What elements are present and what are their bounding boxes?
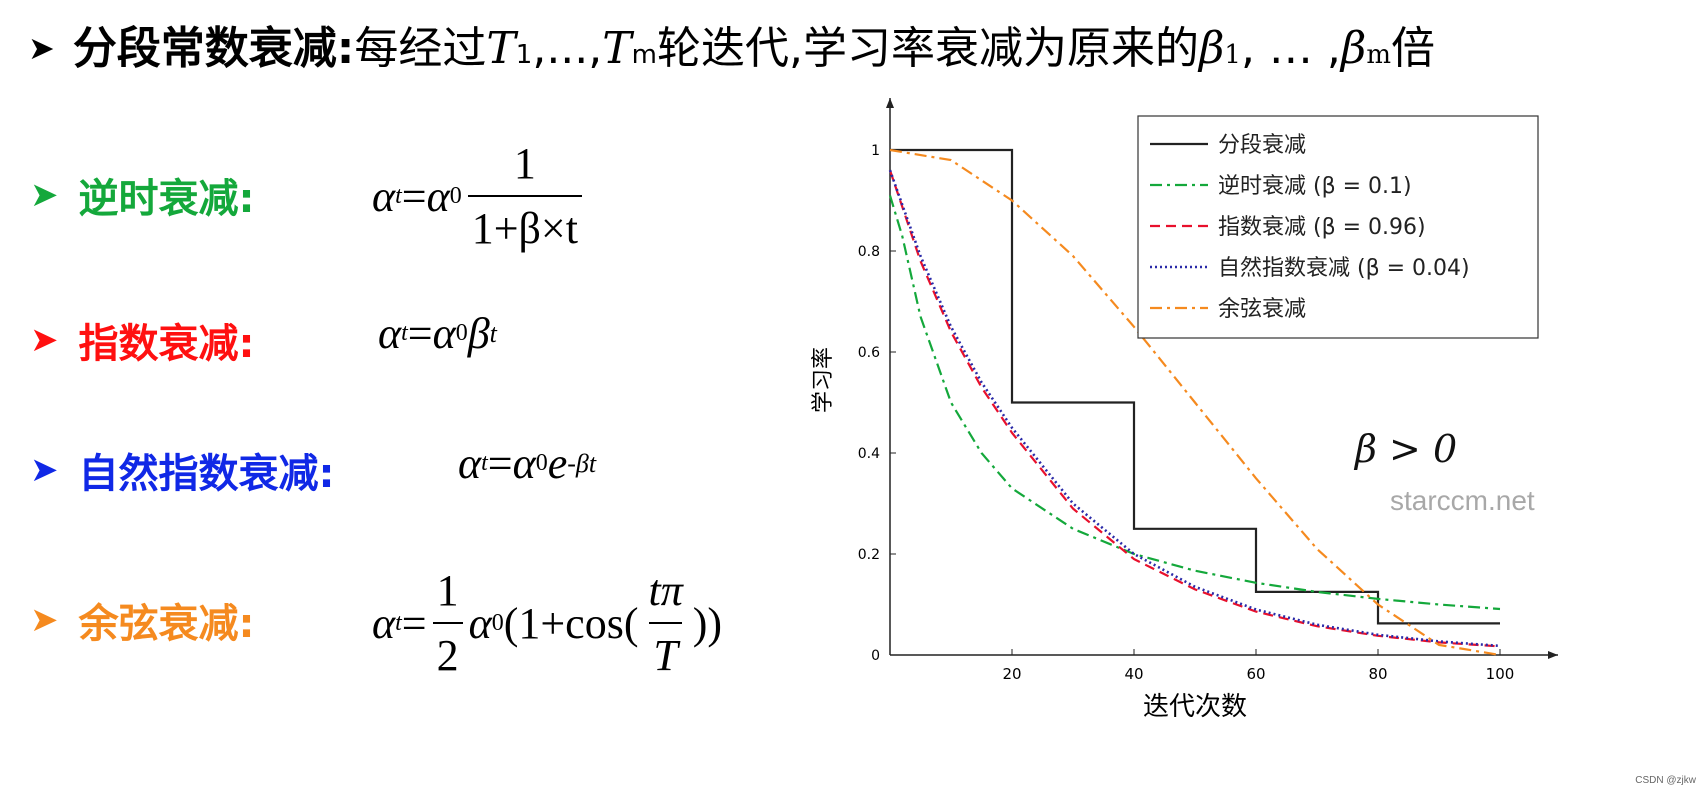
- y-axis-arrow-icon: [886, 98, 894, 108]
- open-paren-cos: (1+cos(: [503, 598, 639, 648]
- header-T1-sub: 1: [515, 40, 533, 70]
- alpha-symbol: α: [372, 171, 396, 221]
- sub-zero: 0: [535, 450, 548, 476]
- numerator: 1: [436, 566, 459, 615]
- header-T1: T: [486, 23, 516, 74]
- legend-label: 分段衰减: [1218, 133, 1306, 158]
- sub-t: t: [395, 182, 402, 209]
- tpi-fraction: tπ T: [645, 565, 687, 681]
- legend-label: 指数衰减 (β = 0.96): [1218, 215, 1426, 240]
- x-axis-label: 迭代次数: [1143, 692, 1247, 722]
- y-tick-label: 0: [871, 648, 880, 664]
- y-tick-label: 0.4: [858, 446, 880, 462]
- bullet-arrow-icon: ➤: [30, 175, 59, 215]
- header-title: 分段常数衰减:: [72, 23, 355, 74]
- y-tick-label: 1: [871, 143, 880, 159]
- alpha-symbol: α: [378, 309, 402, 358]
- method-natural-exp: ➤ 自然指数衰减:: [30, 435, 335, 505]
- sub-t: t: [401, 320, 408, 346]
- sub-t: t: [481, 450, 488, 476]
- slide-header: ➤ 分段常数衰减:每经过T1,...,Tm轮迭代,学习率衰减为原来的β1, … ,…: [28, 12, 1435, 76]
- denominator: T: [649, 622, 682, 681]
- method-label-natural-exp: 自然指数衰减:: [78, 451, 335, 497]
- sup-beta-t: -βt: [567, 448, 597, 478]
- y-tick-label: 0.8: [858, 244, 880, 260]
- x-tick-label: 100: [1486, 665, 1515, 683]
- equals: =: [407, 309, 433, 358]
- header-text-2: 轮迭代,学习率衰减为原来的: [656, 23, 1199, 74]
- header-beta1: β: [1198, 23, 1225, 74]
- sub-zero: 0: [491, 609, 504, 636]
- bullet-arrow-icon: ➤: [28, 29, 55, 67]
- denominator: 1+β×t: [467, 195, 582, 254]
- method-cosine: ➤ 余弦衰减:: [30, 585, 255, 655]
- alpha-zero: α: [468, 598, 492, 648]
- y-tick-label: 0.6: [858, 345, 880, 361]
- equals: =: [401, 598, 427, 648]
- header-Tm: T: [602, 23, 632, 74]
- header-text-3: 倍: [1390, 23, 1435, 74]
- sub-t: t: [395, 609, 402, 636]
- x-tick-label: 80: [1368, 665, 1387, 683]
- numerator: 1: [513, 139, 536, 188]
- alpha-symbol: α: [458, 439, 482, 488]
- equals: =: [401, 171, 427, 221]
- method-label-inverse: 逆时衰减:: [78, 176, 255, 222]
- csdn-credit: CSDN @zjkw: [1635, 775, 1696, 786]
- close-paren: )): [692, 598, 723, 648]
- y-tick-label: 0.2: [858, 547, 880, 563]
- alpha-zero: α: [512, 439, 536, 488]
- bullet-arrow-icon: ➤: [30, 600, 59, 640]
- series-line-1: [890, 148, 1500, 625]
- method-inverse: ➤ 逆时衰减:: [30, 160, 255, 230]
- y-axis-label: 学习率: [811, 347, 836, 413]
- bullet-arrow-icon: ➤: [30, 450, 59, 490]
- header-Tm-sub: m: [631, 40, 657, 70]
- header-betam: β: [1340, 23, 1367, 74]
- series-line-2: [888, 195, 1501, 611]
- alpha-zero: α: [432, 309, 456, 358]
- fraction: 1 1+β×t: [467, 138, 582, 254]
- e-symbol: e: [547, 439, 568, 488]
- x-tick-label: 20: [1002, 665, 1021, 683]
- x-tick-label: 60: [1246, 665, 1265, 683]
- learning-rate-chart: 0 0.2 0.4 0.6 0.8 1 20 40 60 80 100 迭代次数 学习率 分段衰减逆时衰减…: [811, 98, 1558, 722]
- x-axis-arrow-icon: [1548, 651, 1558, 659]
- half-fraction: 1 2: [432, 565, 463, 681]
- sup-t: t: [489, 318, 497, 348]
- denominator: 2: [432, 622, 463, 681]
- header-beta1-sub: 1: [1224, 40, 1241, 70]
- series-line-5: [889, 148, 1501, 657]
- header-betam-sub: m: [1366, 40, 1391, 70]
- alpha-zero: α: [426, 171, 450, 221]
- method-exp: ➤ 指数衰减:: [30, 305, 255, 375]
- equals: =: [487, 439, 513, 488]
- sub-zero: 0: [449, 182, 462, 209]
- header-text-1: 每经过: [354, 23, 487, 74]
- watermark: starccm.net: [1390, 485, 1535, 516]
- alpha-symbol: α: [372, 598, 396, 648]
- header-dots-2: , … ,: [1240, 23, 1341, 74]
- sub-zero: 0: [455, 320, 468, 346]
- method-label-cosine: 余弦衰减:: [78, 601, 255, 647]
- beta-symbol: β: [467, 309, 490, 358]
- bullet-arrow-icon: ➤: [30, 320, 59, 360]
- series-line-4: [888, 169, 1501, 648]
- beta-annotation: β > 0: [1353, 427, 1457, 471]
- legend-label: 逆时衰减 (β = 0.1): [1218, 174, 1412, 199]
- legend-label: 余弦衰减: [1218, 297, 1306, 322]
- x-tick-label: 40: [1124, 665, 1143, 683]
- header-dots: ,...,: [532, 23, 603, 74]
- numerator: tπ: [648, 566, 683, 615]
- method-label-exp: 指数衰减:: [78, 321, 255, 367]
- legend-label: 自然指数衰减 (β = 0.04): [1218, 256, 1470, 281]
